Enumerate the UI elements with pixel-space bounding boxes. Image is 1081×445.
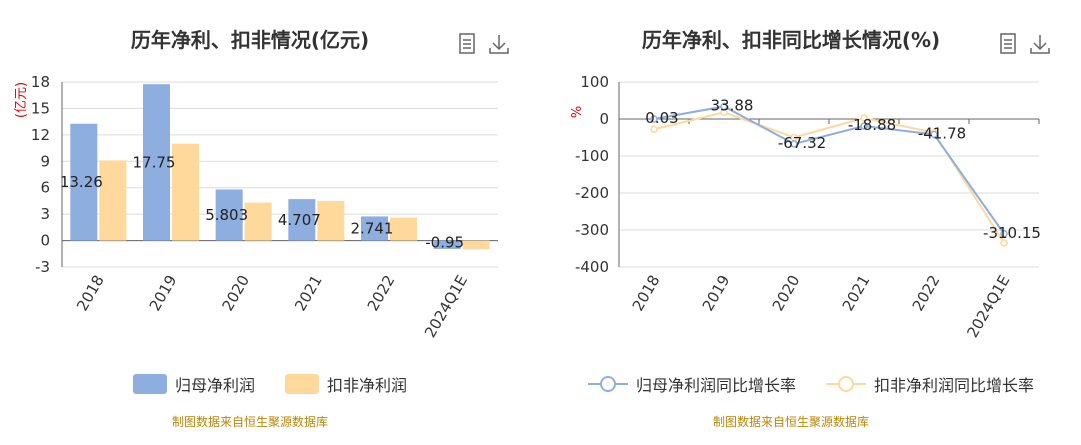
data-label: -0.95 <box>425 234 464 252</box>
bar <box>361 216 388 241</box>
y-tick-label: 6 <box>40 179 50 197</box>
data-label: 33.88 <box>711 96 754 114</box>
download-icon[interactable] <box>1029 32 1051 56</box>
bar <box>70 123 98 241</box>
left-chart-panel: 历年净利、扣非情况(亿元) -3 0 3 6 9 12 15 18 (亿元) 13.26 2018 1… <box>0 0 540 445</box>
y-tick-label: 100 <box>580 73 609 91</box>
y-tick-label: 15 <box>31 99 50 117</box>
bar <box>288 199 316 241</box>
data-source-note: 制图数据来自恒生聚源数据库 <box>712 415 869 429</box>
document-icon[interactable] <box>456 32 478 56</box>
y-tick-label: 0 <box>599 110 609 128</box>
legend-item-net-profit[interactable]: 归母净利润 <box>132 372 255 396</box>
right-chart-panel: 历年净利、扣非同比增长情况(%) -400 -300 -200 -100 0 100% 0.… <box>541 0 1081 445</box>
bar <box>462 240 490 250</box>
legend-item-deducted-profit[interactable]: 扣非净利润 <box>285 372 407 396</box>
data-point <box>790 140 798 148</box>
line-chart: -400 -300 -200 -100 0 100% 0.03 33.88 -67.32 -18.… <box>570 73 1041 341</box>
x-tick-label: 2020 <box>769 272 804 314</box>
legend-swatch <box>587 376 628 392</box>
bar <box>244 202 272 241</box>
y-tick-label: 9 <box>40 152 50 170</box>
data-point <box>860 114 868 122</box>
data-label: 2.741 <box>351 219 394 237</box>
data-point <box>1000 239 1008 247</box>
y-tick-label: 18 <box>31 73 50 91</box>
x-tick-label: 2020 <box>218 272 253 314</box>
data-point <box>720 102 728 111</box>
legend-label: 扣非净利润 <box>327 376 408 395</box>
right-legend: 归母净利润同比增长率 扣非净利润同比增长率 <box>541 372 1081 396</box>
data-label: 5.803 <box>205 206 248 224</box>
bar <box>172 143 199 241</box>
legend-item-net-profit-growth[interactable]: 归母净利润同比增长率 <box>587 372 796 396</box>
legend-label: 归母净利润同比增长率 <box>635 376 796 395</box>
bar <box>215 189 243 241</box>
x-tick-label: 2024Q1E <box>963 272 1013 341</box>
data-point <box>1000 230 1008 238</box>
data-point <box>650 125 658 134</box>
x-tick-label: 2018 <box>73 272 108 314</box>
series-line <box>653 105 1005 235</box>
y-tick-label: 3 <box>40 205 50 223</box>
data-point <box>650 115 658 123</box>
y-tick-label: -100 <box>575 147 609 165</box>
y-tick-label: -200 <box>575 184 609 202</box>
data-point <box>860 122 868 130</box>
legend-swatch <box>132 374 167 394</box>
left-chart-title: 历年净利、扣非情况(亿元) <box>130 28 370 52</box>
data-label: 0.03 <box>645 109 678 127</box>
legend-item-deducted-profit-growth[interactable]: 扣非净利润同比增长率 <box>826 372 1034 396</box>
bar <box>433 240 461 249</box>
data-label: -18.88 <box>848 116 896 134</box>
document-icon[interactable] <box>997 32 1019 56</box>
x-tick-label: 2022 <box>909 272 944 314</box>
y-tick-label: -300 <box>575 221 609 239</box>
download-icon[interactable] <box>488 32 510 56</box>
data-label: -310.15 <box>983 224 1041 242</box>
legend-label: 扣非净利润同比增长率 <box>874 376 1035 395</box>
data-source-note: 制图数据来自恒生聚源数据库 <box>171 415 328 429</box>
legend-swatch <box>826 376 866 392</box>
data-label: 17.75 <box>133 153 176 171</box>
x-tick-label: 2018 <box>629 272 664 314</box>
x-tick-label: 2019 <box>699 272 734 314</box>
data-point <box>930 130 938 139</box>
legend-swatch <box>285 374 319 394</box>
left-legend: 归母净利润 扣非净利润 <box>0 372 540 396</box>
bar <box>390 217 417 241</box>
y-tick-label: -400 <box>575 258 609 276</box>
bar <box>317 200 345 241</box>
y-axis-label: (亿元) <box>14 82 29 118</box>
x-tick-label: 2024Q1E <box>421 272 471 341</box>
x-tick-label: 2021 <box>291 272 326 314</box>
y-tick-label: 12 <box>31 126 50 144</box>
y-tick-label: 0 <box>40 232 50 250</box>
x-tick-label: 2022 <box>364 272 399 314</box>
right-chart-title: 历年净利、扣非同比增长情况(%) <box>641 28 941 52</box>
bar-chart: -3 0 3 6 9 12 15 18(亿元) 13.26 2018 17.75 2019 5.803 2… <box>14 73 498 341</box>
y-axis-label: % <box>570 106 585 118</box>
data-label: -67.32 <box>778 134 826 152</box>
legend-label: 归母净利润 <box>174 376 255 395</box>
data-label: 13.26 <box>60 173 103 191</box>
y-tick-label: -3 <box>35 258 50 276</box>
data-label: 4.707 <box>278 211 321 229</box>
bar <box>143 84 170 241</box>
data-label: -41.78 <box>918 124 966 142</box>
x-tick-label: 2021 <box>839 272 874 314</box>
x-tick-label: 2019 <box>146 272 181 314</box>
bar <box>99 160 127 241</box>
